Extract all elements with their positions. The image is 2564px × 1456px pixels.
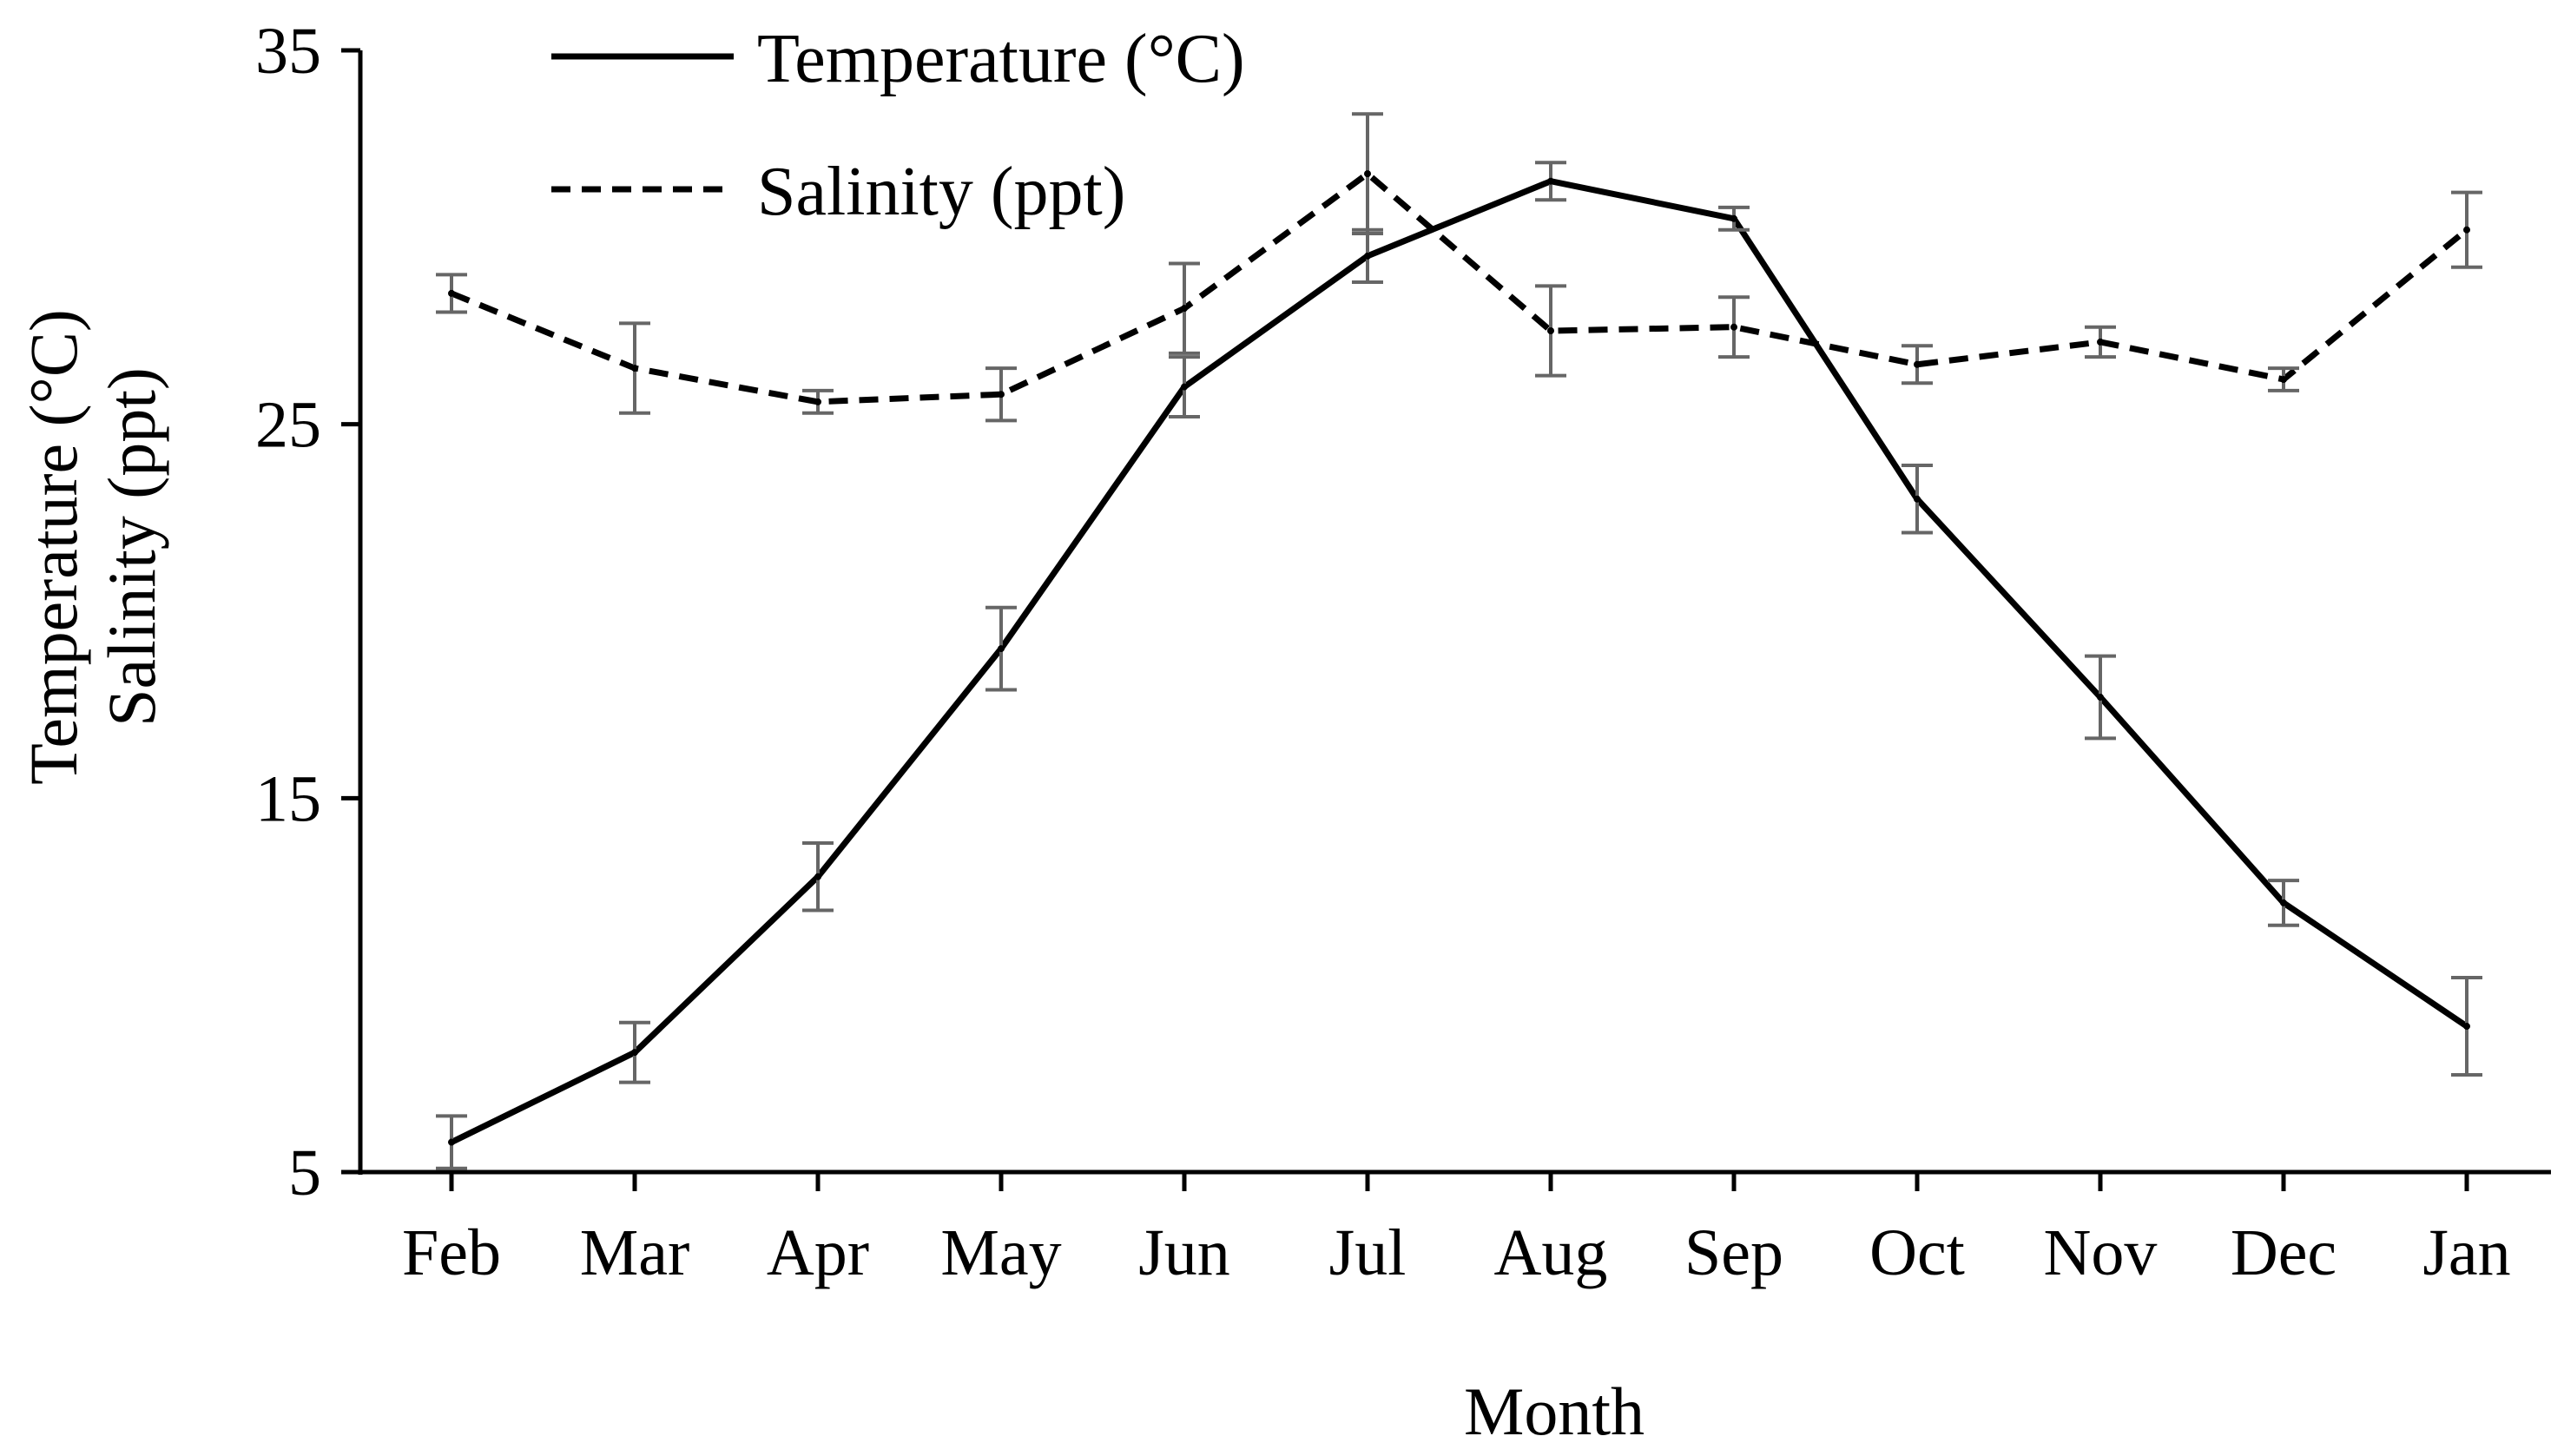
series-temperature xyxy=(436,161,2482,1170)
y-axis-title-temperature: Temperature (°C) xyxy=(16,309,91,785)
data-point xyxy=(1547,327,1554,334)
data-point xyxy=(814,398,821,405)
y-tick-label: 5 xyxy=(288,1136,321,1209)
data-point xyxy=(1730,214,1737,222)
x-tick-label: Nov xyxy=(2044,1216,2158,1289)
y-tick-label: 15 xyxy=(255,762,321,835)
data-point xyxy=(1914,360,1921,368)
data-point xyxy=(1914,495,1921,503)
data-point xyxy=(2097,694,2104,702)
x-tick-label: Aug xyxy=(1494,1216,1608,1289)
data-point xyxy=(814,873,821,880)
x-tick-label: Sep xyxy=(1684,1216,1783,1289)
data-point xyxy=(1364,252,1371,260)
data-point xyxy=(631,1049,638,1057)
legend-temperature-label: Temperature (°C) xyxy=(757,21,1245,97)
data-point xyxy=(2463,1023,2470,1031)
data-point xyxy=(2280,899,2287,906)
axes: 35 25 15 5 Feb Mar Apr May Jun Jul Aug Sep Oct Nov Dec… xyxy=(255,15,2551,1289)
x-tick-label: Mar xyxy=(580,1216,690,1289)
x-tick-label: Feb xyxy=(402,1216,501,1289)
x-tick-label: Oct xyxy=(1869,1216,1965,1289)
x-tick-label: Jul xyxy=(1329,1216,1407,1289)
data-point xyxy=(448,1138,455,1146)
x-tick-label: Dec xyxy=(2231,1216,2337,1289)
data-point xyxy=(1364,170,1371,178)
data-point xyxy=(631,365,638,372)
data-point xyxy=(1181,383,1188,391)
legend: Temperature (°C) Salinity (ppt) xyxy=(551,21,1245,230)
legend-salinity-label: Salinity (ppt) xyxy=(757,154,1125,230)
x-tick-label: Apr xyxy=(767,1216,869,1289)
series-temperature-line xyxy=(450,178,2468,1145)
y-tick-label: 35 xyxy=(255,15,321,88)
x-tick-label: Jun xyxy=(1138,1216,1230,1289)
data-point xyxy=(1547,177,1554,185)
data-point xyxy=(998,391,1005,399)
data-point xyxy=(1181,305,1188,313)
series-layer xyxy=(436,112,2482,1170)
data-point xyxy=(998,645,1005,653)
x-axis-title: Month xyxy=(1464,1374,1645,1449)
data-point xyxy=(2463,226,2470,234)
x-tick-label: Jan xyxy=(2422,1216,2510,1289)
y-tick-label: 25 xyxy=(255,389,321,462)
data-point xyxy=(2097,338,2104,346)
data-point xyxy=(2280,375,2287,383)
x-tick-label: May xyxy=(940,1216,1061,1289)
series-salinity-line xyxy=(450,170,2469,405)
data-point xyxy=(1730,323,1737,331)
series-salinity xyxy=(436,112,2482,423)
y-axis-title-salinity: Salinity (ppt) xyxy=(94,367,169,727)
data-point xyxy=(448,289,455,297)
